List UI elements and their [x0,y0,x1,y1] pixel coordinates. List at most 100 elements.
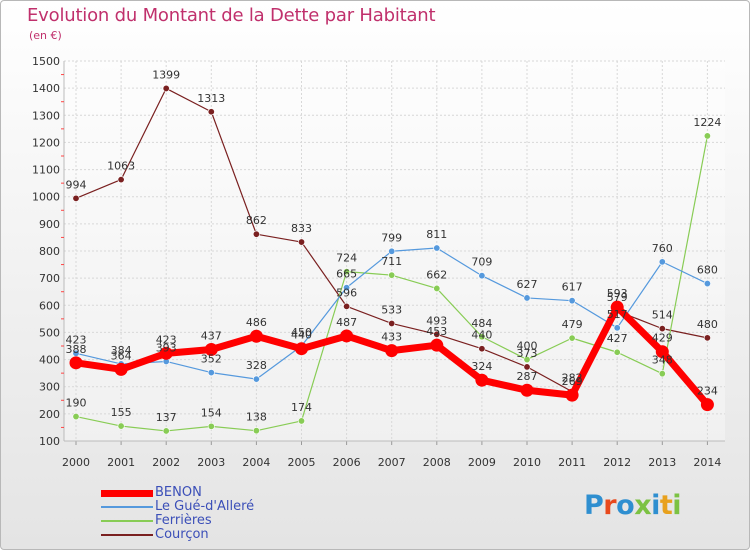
data-label: 429 [652,332,673,345]
logo-letter: P [584,490,604,521]
data-point [252,375,260,383]
data-label: 384 [111,344,132,357]
legend-swatch [101,534,153,536]
data-label: 627 [517,278,538,291]
data-label: 352 [201,353,222,366]
x-tick-label: 2000 [62,456,90,469]
data-point [700,398,714,412]
x-tick-label: 2004 [242,456,270,469]
legend-label: Le Gué-d'Alleré [155,499,255,514]
data-label: 811 [426,228,447,241]
legend-item: BENON [101,485,361,500]
data-label: 711 [381,255,402,268]
legend-item: Le Gué-d'Alleré [101,499,361,514]
data-label: 487 [336,316,357,329]
data-label: 862 [246,214,267,227]
data-label: 596 [336,286,357,299]
chart-title: Evolution du Montant de la Dette par Hab… [27,5,436,26]
x-tick-label: 2010 [513,456,541,469]
data-point [204,343,218,357]
data-point [252,427,260,435]
data-point [568,297,576,305]
data-point [433,284,441,292]
data-label: 662 [426,268,447,281]
data-point [658,258,666,266]
data-point [703,280,711,288]
data-point [475,373,489,387]
data-label: 994 [66,178,87,191]
legend-item: Courçon [101,527,361,542]
data-label: 433 [381,331,402,344]
data-label: 760 [652,242,673,255]
y-tick-label: 800 [39,245,60,258]
data-label: 388 [66,343,87,356]
data-point [249,329,263,343]
y-tick-label: 1300 [32,109,60,122]
logo-letter: t [659,490,673,521]
data-point [703,334,711,342]
data-label: 1313 [197,92,225,105]
data-point [388,247,396,255]
legend-swatch [101,490,153,497]
data-label: 234 [697,385,718,398]
data-label: 423 [66,333,87,346]
data-point [523,363,531,371]
data-label: 665 [336,268,357,281]
data-point [703,132,711,140]
x-tick-label: 2008 [423,456,451,469]
data-point [433,244,441,252]
data-point [565,388,579,402]
data-label: 437 [201,330,222,343]
x-tick-label: 2014 [693,456,721,469]
legend-swatch [101,506,153,508]
data-label: 617 [562,281,583,294]
x-tick-label: 2001 [107,456,135,469]
data-point [297,417,305,425]
x-tick-label: 2007 [378,456,406,469]
data-point [523,356,531,364]
data-point [613,324,621,332]
data-point [252,230,260,238]
data-point [159,346,173,360]
data-point [478,272,486,280]
data-point [658,370,666,378]
data-label: 480 [697,318,718,331]
data-point [69,356,83,370]
data-label: 484 [471,317,492,330]
data-label: 1224 [693,116,721,129]
data-point [114,362,128,376]
data-point [343,268,351,276]
data-label: 393 [156,341,177,354]
data-point [72,194,80,202]
y-tick-label: 500 [39,326,60,339]
data-point [297,238,305,246]
logo-letter: i [672,490,682,521]
data-point [520,383,534,397]
data-point [207,369,215,377]
legend-label: BENON [155,485,202,500]
data-label: 486 [246,316,267,329]
legend-item: Ferrières [101,513,361,528]
x-tick-label: 2012 [603,456,631,469]
data-label: 190 [66,397,87,410]
data-point [568,334,576,342]
data-label: 154 [201,406,222,419]
legend-label: Ferrières [155,513,212,528]
data-point [388,271,396,279]
data-point [117,176,125,184]
data-label: 364 [111,349,132,362]
data-label: 155 [111,406,132,419]
data-point [117,422,125,430]
data-point [343,284,351,292]
data-point [162,427,170,435]
y-tick-label: 400 [39,354,60,367]
data-point [478,345,486,353]
x-tick-label: 2009 [468,456,496,469]
data-label: 138 [246,411,267,424]
x-tick-label: 2006 [333,456,361,469]
x-tick-label: 2013 [648,456,676,469]
data-label: 453 [426,325,447,338]
data-label: 724 [336,252,357,265]
